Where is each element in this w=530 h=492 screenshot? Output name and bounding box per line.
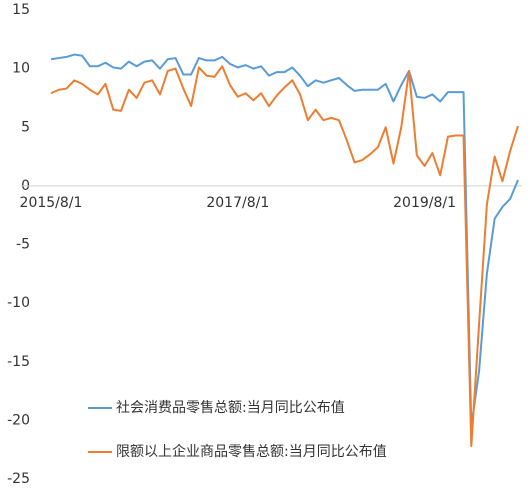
x-tick-label: 2015/8/1 xyxy=(20,195,83,211)
y-tick-label: 5 xyxy=(21,119,30,135)
x-tick-label: 2019/8/1 xyxy=(393,195,456,211)
y-tick-label: 15 xyxy=(12,2,30,18)
y-tick-label: -10 xyxy=(7,295,30,311)
y-tick-label: 10 xyxy=(12,61,30,77)
legend-label: 限额以上企业商品零售总额:当月同比公布值 xyxy=(116,443,387,460)
y-tick-label: -5 xyxy=(16,237,30,253)
y-tick-label: -15 xyxy=(7,354,30,370)
y-tick-label: -25 xyxy=(7,471,30,487)
x-tick-label: 2017/8/1 xyxy=(206,195,269,211)
series-line xyxy=(50,53,519,428)
y-tick-label: -20 xyxy=(7,412,30,428)
legend-label: 社会消费品零售总额:当月同比公布值 xyxy=(116,400,345,416)
series-line xyxy=(50,65,519,448)
